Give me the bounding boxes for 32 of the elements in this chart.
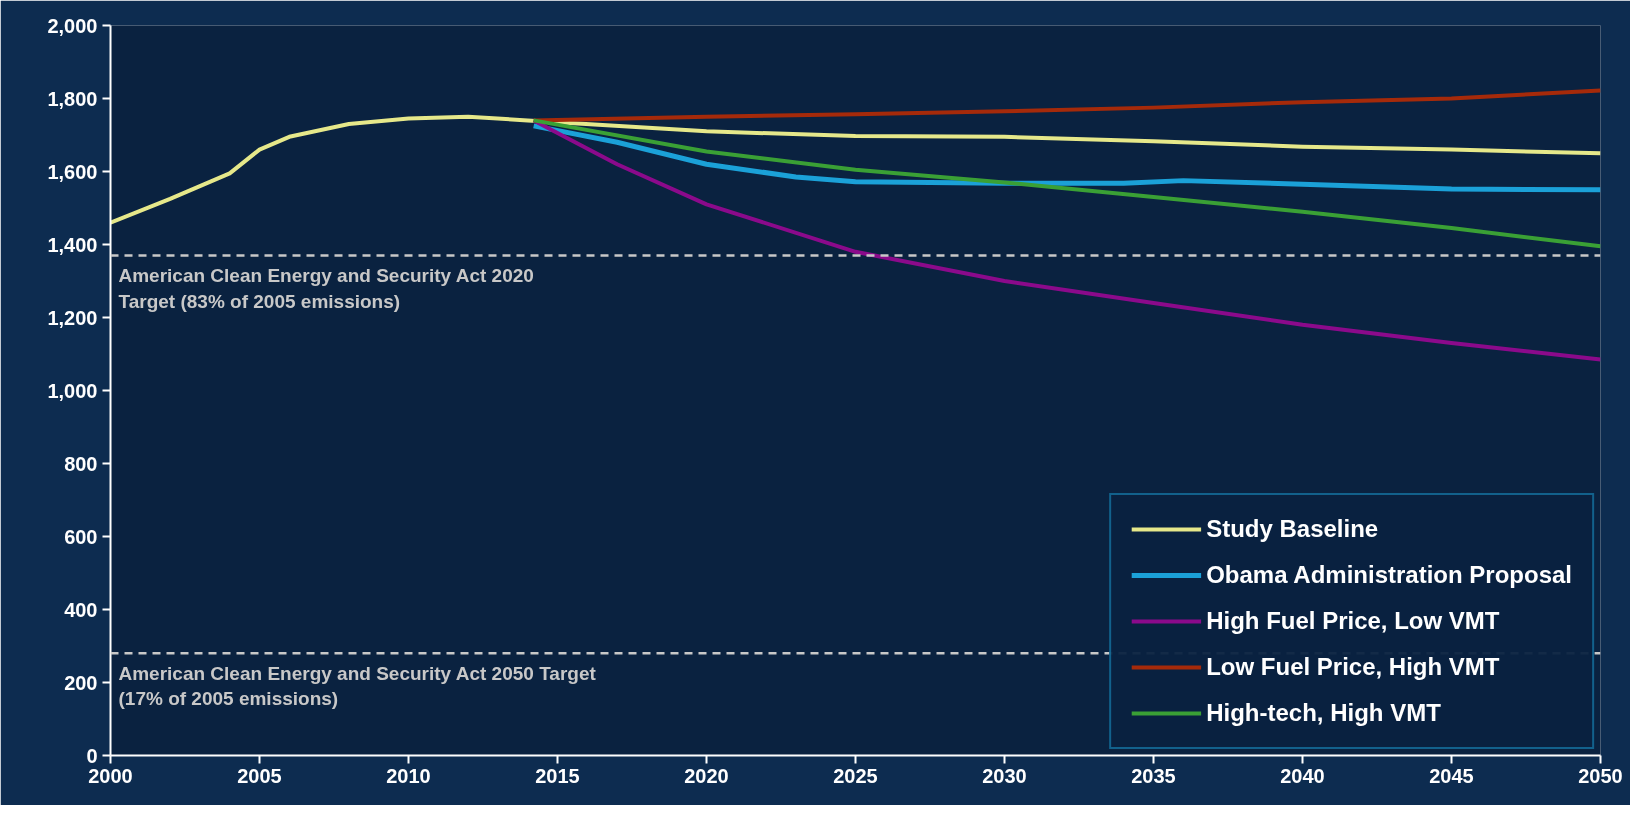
x-tick-label: 2005 [237,764,282,787]
ref-line-label: American Clean Energy and Security Act 2050 Target (17% of 2005 emissions) [118,663,597,710]
y-tick-label: 0 [86,744,98,767]
x-tick-label: 2035 [1131,764,1176,787]
x-tick-label: 2010 [386,764,431,787]
legend-label: Study Baseline [1206,515,1379,543]
x-tick-label: 2030 [982,764,1027,787]
y-tick-label: 1,400 [47,233,98,256]
line-series [531,88,1601,123]
line-series [531,118,1601,249]
x-tick-label: 2015 [535,764,580,787]
y-tick-label: 200 [64,671,98,694]
y-tick-label: 1,000 [47,379,98,402]
x-tick-label: 2025 [833,764,878,787]
ref-line-label: American Clean Energy and Security Act 2020 Target (83% of 2005 emissions) [118,265,534,312]
y-tick-label: 600 [64,525,98,548]
y-tick-label: 800 [64,452,98,475]
x-tick-label: 2050 [1578,764,1623,787]
x-tick-label: 2040 [1280,764,1325,787]
x-tick-label: 2000 [88,764,133,787]
legend-label: High-tech, High VMT [1206,699,1441,727]
line-series [110,114,1601,225]
y-tick-label: 2,000 [47,14,98,37]
x-tick-label: 2045 [1429,764,1474,787]
y-tick-label: 1,600 [47,160,98,183]
legend-label: Low Fuel Price, High VMT [1206,653,1500,681]
y-tick-label: 400 [64,598,98,621]
legend-label: High Fuel Price, Low VMT [1206,607,1500,635]
y-tick-label: 1,800 [47,87,98,110]
x-tick-label: 2020 [684,764,729,787]
y-tick-label: 1,200 [47,306,98,329]
legend-label: Obama Administration Proposal [1206,561,1572,589]
